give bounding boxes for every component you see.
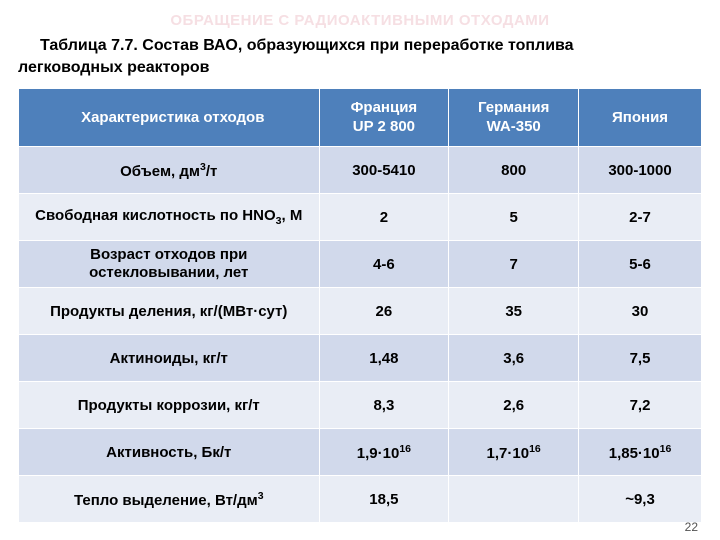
header-france: Франция UP 2 800 [319, 89, 449, 147]
table-row: Продукты деления, кг/(МВт·сут) 26 35 30 [19, 288, 702, 335]
cell-germany [449, 476, 579, 523]
table-header-row: Характеристика отходов Франция UP 2 800 … [19, 89, 702, 147]
cell-japan: 7,2 [579, 382, 702, 429]
page-number: 22 [685, 520, 698, 534]
cell-germany: 800 [449, 147, 579, 194]
table-body: Объем, дм3/т 300-5410 800 300-1000 Свобо… [19, 147, 702, 523]
cell-label: Объем, дм3/т [19, 147, 320, 194]
table-caption: Таблица 7.7. Состав ВАО, образующихся пр… [18, 35, 702, 78]
header-germany-line1: Германия [449, 99, 578, 118]
cell-france: 18,5 [319, 476, 449, 523]
cell-germany: 7 [449, 241, 579, 288]
cell-label: Продукты деления, кг/(МВт·сут) [19, 288, 320, 335]
table-row: Свободная кислотность по HNO3, М 2 5 2-7 [19, 194, 702, 241]
cell-japan: 5-6 [579, 241, 702, 288]
table-row: Возраст отходов приостекловывании, лет 4… [19, 241, 702, 288]
header-japan: Япония [579, 89, 702, 147]
caption-line-1: Таблица 7.7. Состав ВАО, образующихся пр… [18, 37, 574, 54]
caption-line-2: легководных реакторов [18, 59, 209, 76]
cell-japan: 30 [579, 288, 702, 335]
cell-japan: 300-1000 [579, 147, 702, 194]
header-france-line1: Франция [320, 99, 449, 118]
cell-germany: 3,6 [449, 335, 579, 382]
cell-label: Свободная кислотность по HNO3, М [19, 194, 320, 241]
cell-label: Продукты коррозии, кг/т [19, 382, 320, 429]
cell-germany: 2,6 [449, 382, 579, 429]
cell-japan: 2-7 [579, 194, 702, 241]
header-characteristic: Характеристика отходов [19, 89, 320, 147]
cell-label: Возраст отходов приостекловывании, лет [19, 241, 320, 288]
cell-france: 300-5410 [319, 147, 449, 194]
cell-france: 4-6 [319, 241, 449, 288]
cell-germany: 35 [449, 288, 579, 335]
cell-germany: 5 [449, 194, 579, 241]
table-row: Объем, дм3/т 300-5410 800 300-1000 [19, 147, 702, 194]
cell-japan: 7,5 [579, 335, 702, 382]
cell-japan: 1,85·1016 [579, 429, 702, 476]
hlw-composition-table: Характеристика отходов Франция UP 2 800 … [18, 88, 702, 523]
table-row: Актиноиды, кг/т 1,48 3,6 7,5 [19, 335, 702, 382]
running-header: ОБРАЩЕНИЕ С РАДИОАКТИВНЫМИ ОТХОДАМИ [18, 12, 702, 29]
header-france-line2: UP 2 800 [320, 118, 449, 137]
page: ОБРАЩЕНИЕ С РАДИОАКТИВНЫМИ ОТХОДАМИ Табл… [0, 0, 720, 540]
cell-france: 26 [319, 288, 449, 335]
cell-france: 2 [319, 194, 449, 241]
cell-germany: 1,7·1016 [449, 429, 579, 476]
header-germany: Германия WA-350 [449, 89, 579, 147]
header-germany-line2: WA-350 [449, 118, 578, 137]
table-row: Активность, Бк/т 1,9·1016 1,7·1016 1,85·… [19, 429, 702, 476]
cell-france: 8,3 [319, 382, 449, 429]
table-row: Продукты коррозии, кг/т 8,3 2,6 7,2 [19, 382, 702, 429]
cell-label: Активность, Бк/т [19, 429, 320, 476]
cell-label: Актиноиды, кг/т [19, 335, 320, 382]
table-row: Тепло выделение, Вт/дм3 18,5 ~9,3 [19, 476, 702, 523]
cell-label: Тепло выделение, Вт/дм3 [19, 476, 320, 523]
cell-japan: ~9,3 [579, 476, 702, 523]
cell-france: 1,48 [319, 335, 449, 382]
cell-france: 1,9·1016 [319, 429, 449, 476]
